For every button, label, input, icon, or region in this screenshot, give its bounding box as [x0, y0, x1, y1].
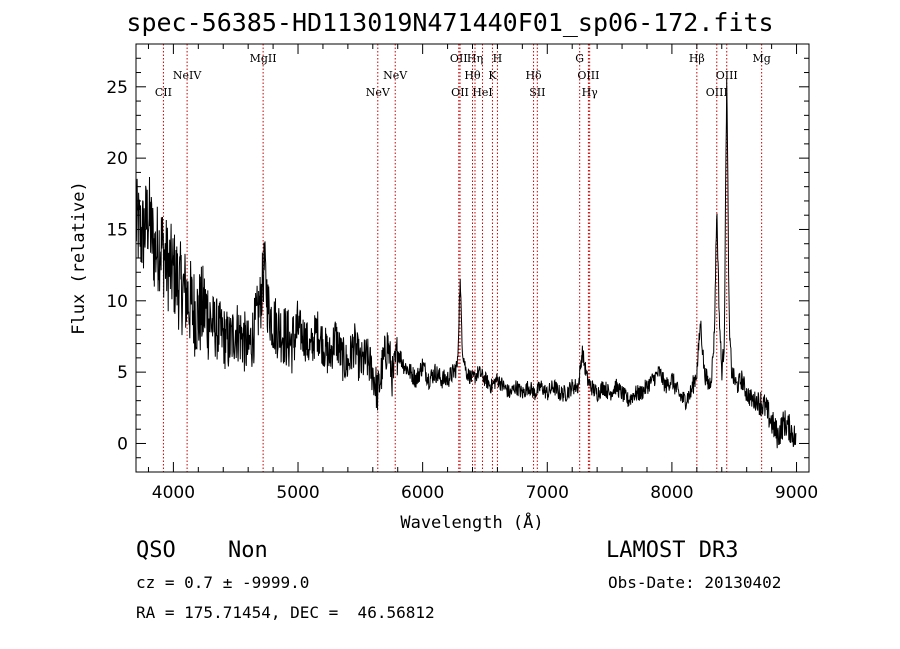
x-tick-label: 9000: [775, 483, 818, 503]
line-label: OIII: [577, 69, 599, 82]
line-label: MgII: [250, 52, 277, 65]
line-label: NeIV: [173, 69, 202, 82]
object-subclass: Non: [228, 538, 268, 563]
line-label: OIII: [716, 69, 738, 82]
redshift-readout: cz = 0.7 ± -9999.0: [136, 573, 310, 592]
y-tick-label: 5: [117, 363, 128, 383]
y-tick-label: 15: [106, 220, 128, 240]
coordinates-readout: RA = 175.71454, DEC = 46.56812: [136, 603, 435, 622]
line-label: HeI: [472, 86, 492, 99]
object-class: QSO: [136, 538, 176, 563]
line-label: Mg: [752, 52, 770, 65]
line-label: NeV: [383, 69, 408, 82]
y-axis: 0 5 10 15 20 25: [106, 57, 809, 459]
line-label: SII: [529, 86, 545, 99]
line-label: NeV: [366, 86, 391, 99]
spectrum-line: [135, 78, 797, 449]
y-axis-label: Flux (relative): [69, 181, 89, 335]
series-layer: [135, 78, 797, 449]
line-label: K: [488, 69, 497, 82]
line-label: G: [575, 52, 584, 65]
chart-title: spec-56385-HD113019N471440F01_sp06-172.f…: [126, 8, 774, 37]
line-label: Hθ: [464, 69, 481, 82]
line-label: OII: [450, 52, 468, 65]
x-tick-label: 5000: [276, 483, 319, 503]
line-label: CII: [155, 86, 172, 99]
x-tick-label: 8000: [650, 483, 693, 503]
line-label: Hγ: [582, 86, 599, 99]
x-axis: 4000 5000 6000 7000 8000 9000: [147, 44, 818, 503]
x-tick-label: 7000: [526, 483, 569, 503]
spectrum-chart: CIINeIVMgIINeVNeVOIIOIIHηHθHeIKHHδSIIGOI…: [69, 43, 818, 533]
survey-name: LAMOST DR3: [606, 538, 739, 563]
y-tick-label: 10: [106, 292, 128, 312]
line-label: Hη: [467, 52, 483, 65]
line-label: H: [493, 52, 503, 65]
line-labels: CIINeIVMgIINeVNeVOIIOIIHηHθHeIKHHδSIIGOI…: [155, 52, 771, 99]
line-label: OIII: [706, 86, 728, 99]
observation-date: Obs-Date: 20130402: [608, 573, 782, 592]
line-label: Hβ: [689, 52, 705, 65]
y-tick-label: 20: [106, 149, 128, 169]
line-label: OII: [451, 86, 469, 99]
line-markers: [162, 44, 763, 472]
x-tick-label: 4000: [152, 483, 195, 503]
y-tick-label: 0: [117, 434, 128, 454]
x-axis-label: Wavelength (Å): [400, 511, 543, 533]
x-tick-label: 6000: [401, 483, 444, 503]
line-label: Hδ: [525, 69, 542, 82]
y-tick-label: 25: [106, 78, 128, 98]
